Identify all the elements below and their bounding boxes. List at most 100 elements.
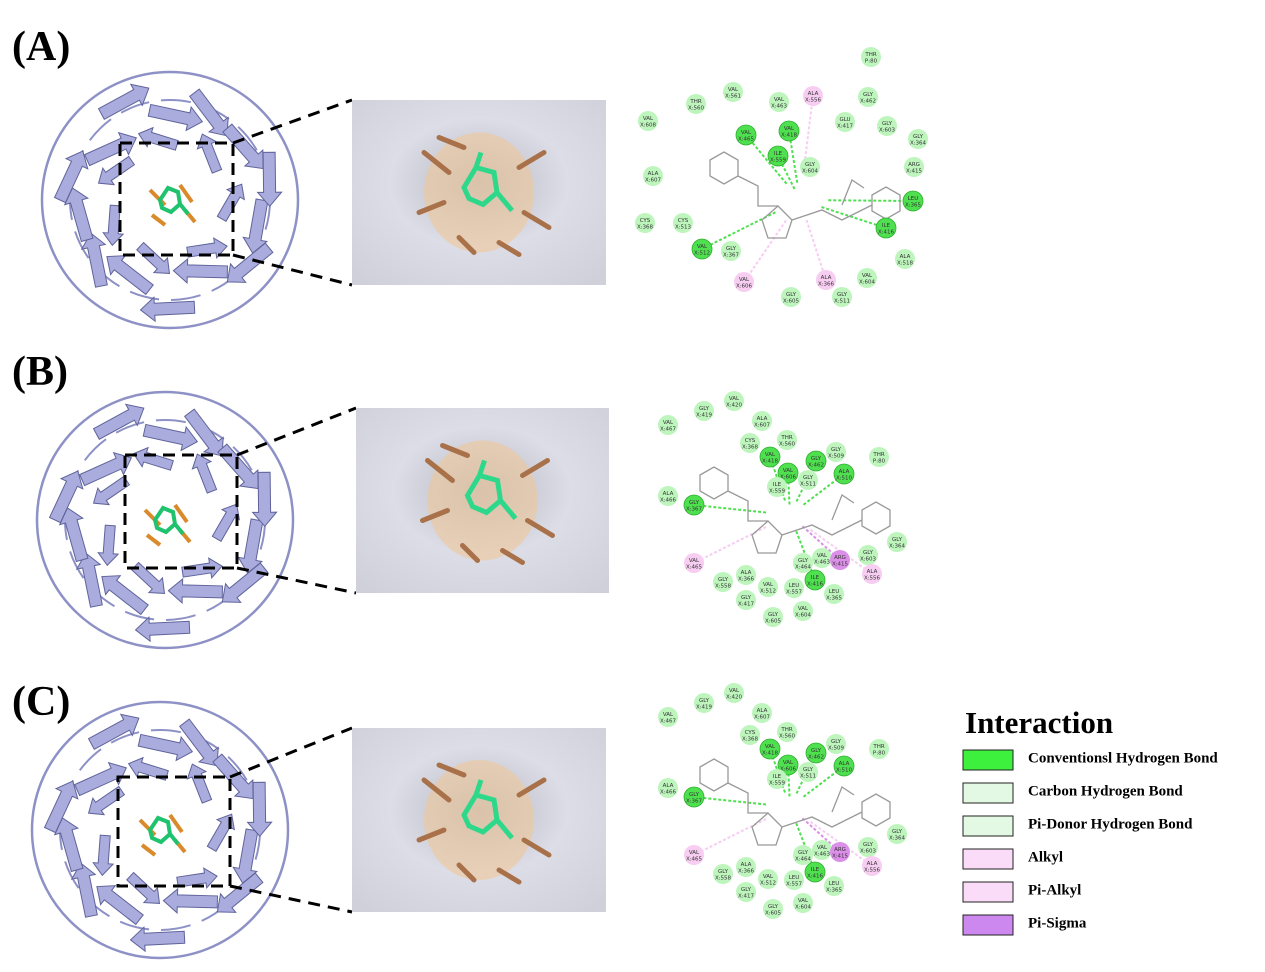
residue-node <box>673 213 693 233</box>
interaction-diagram: VALX:420GLYX:419ALAX:607VALX:467CYSX:368… <box>658 683 907 919</box>
legend-title: Interaction <box>965 705 1113 740</box>
beta-strand <box>147 103 204 132</box>
residue-name: THR <box>689 99 701 105</box>
beta-strand <box>78 451 133 487</box>
residue-name: GLY <box>718 869 729 875</box>
residue-name: GLY <box>863 842 874 848</box>
residue-name: GLY <box>699 406 710 412</box>
panel-label: (A) <box>12 24 70 70</box>
residue-name: ALA <box>663 783 674 789</box>
residue-node <box>793 845 813 865</box>
residue-name: VAL <box>783 468 794 474</box>
residue-name: GLY <box>741 595 752 601</box>
protein-loop <box>30 700 290 960</box>
residue-node <box>635 213 655 233</box>
residue-name: GLY <box>699 698 710 704</box>
residue-name: THR <box>780 727 792 733</box>
residue-position: X:419 <box>696 705 713 711</box>
residue-node <box>862 856 882 876</box>
residue-node <box>869 739 889 759</box>
zoom-line <box>232 98 353 145</box>
residue-position: X:417 <box>738 602 755 608</box>
beta-strand <box>206 813 236 852</box>
protein-cartoon <box>35 390 295 650</box>
residue-node <box>832 287 852 307</box>
beta-strand <box>97 83 150 120</box>
residue-position: X:467 <box>660 719 677 725</box>
residue-node <box>721 241 741 261</box>
residue-position: X:558 <box>715 876 732 882</box>
residue-position: X:556 <box>805 98 822 104</box>
beta-strand <box>102 204 125 247</box>
interaction-bond <box>745 134 788 185</box>
residue-position: X:557 <box>786 590 803 596</box>
residue-position: X:364 <box>889 544 906 550</box>
residue-node <box>763 899 783 919</box>
residue-position: X:367 <box>723 253 740 259</box>
legend-label: Pi-Sigma <box>1028 915 1087 931</box>
residue-name: LEU <box>789 583 800 589</box>
beta-strand <box>127 756 169 781</box>
residue-position: X:368 <box>742 445 759 451</box>
residue-node <box>895 249 915 269</box>
residue-node <box>723 82 743 102</box>
residue-node <box>826 734 846 754</box>
residue-node <box>887 824 907 844</box>
residue-node <box>858 87 878 107</box>
residue-name: VAL <box>817 553 828 559</box>
residue-position: P:80 <box>873 459 886 465</box>
residue-name: ARG <box>834 847 846 853</box>
residue-position: X:561 <box>725 94 741 100</box>
residue-position: X:462 <box>808 755 824 761</box>
residue-name: VAL <box>739 277 750 283</box>
residue-name: THR <box>780 435 792 441</box>
residue-name: LEU <box>829 881 840 887</box>
residue-stick <box>416 200 447 215</box>
residue-node <box>830 550 850 570</box>
residue-position: X:607 <box>754 423 771 429</box>
binding-pocket <box>424 132 534 253</box>
residue-node <box>767 145 789 167</box>
residue-name: VAL <box>765 452 776 458</box>
residue-stick <box>436 762 467 778</box>
residue-stick <box>178 183 194 204</box>
ligand-stick <box>464 459 518 521</box>
residue-position: X:603 <box>860 849 877 855</box>
beta-strand <box>237 518 264 574</box>
beta-strand <box>106 255 154 296</box>
residue-position: X:467 <box>660 427 677 433</box>
residue-position: X:465 <box>738 137 755 143</box>
residue-node <box>826 442 846 462</box>
beta-strand <box>53 150 89 204</box>
residue-name: ALA <box>839 469 850 475</box>
residue-node <box>908 129 928 149</box>
residue-node <box>713 864 733 884</box>
residue-node <box>887 532 907 552</box>
residue-node <box>778 120 800 142</box>
interaction-bond <box>788 130 799 183</box>
residue-name: VAL <box>862 273 873 279</box>
residue-name: ALA <box>867 861 878 867</box>
interaction-bond <box>693 796 767 806</box>
residue-node <box>877 116 897 136</box>
legend-swatch <box>962 749 1014 771</box>
residue-position: X:367 <box>686 799 703 805</box>
residue-position: X:466 <box>660 790 677 796</box>
residue-node <box>798 470 818 490</box>
residue-node <box>824 584 844 604</box>
residue-name: GLY <box>798 850 809 856</box>
residue-position: X:604 <box>802 169 819 175</box>
interaction-bond <box>805 219 827 281</box>
interaction-bond <box>802 95 814 175</box>
residue-position: X:415 <box>906 169 923 175</box>
residue-node <box>902 190 924 212</box>
residue-node <box>735 124 757 146</box>
ligand-stick <box>157 185 190 216</box>
residue-position: X:558 <box>715 584 732 590</box>
beta-strand <box>129 926 186 953</box>
residue-position: X:418 <box>781 133 798 139</box>
residue-name: ILE <box>773 774 782 780</box>
protein-loop <box>40 70 300 330</box>
residue-name: VAL <box>663 420 674 426</box>
residue-name: LEU <box>908 196 919 202</box>
